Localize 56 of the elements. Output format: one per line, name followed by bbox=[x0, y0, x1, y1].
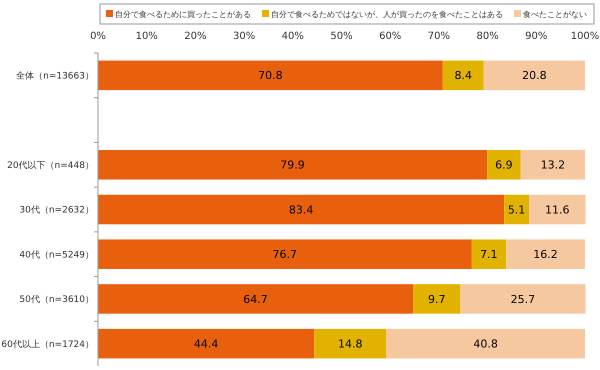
bar bbox=[98, 150, 488, 180]
data-label: 64.7 bbox=[243, 292, 268, 306]
bar bbox=[413, 284, 460, 314]
x-tick-label: 100% bbox=[570, 31, 600, 42]
data-label: 11.6 bbox=[544, 203, 570, 216]
y-tick-label: 50代（n=3610） bbox=[19, 294, 94, 306]
legend-label: 自分で食べるために買ったことがある bbox=[115, 10, 251, 19]
x-tick-label: 90% bbox=[525, 31, 548, 42]
data-label: 5.1 bbox=[508, 203, 526, 216]
x-tick-label: 50% bbox=[330, 31, 353, 42]
x-tick-label: 20% bbox=[184, 31, 207, 42]
bar bbox=[504, 194, 529, 224]
data-label: 16.2 bbox=[533, 248, 558, 262]
data-label: 14.8 bbox=[338, 337, 363, 350]
bar bbox=[98, 284, 414, 314]
bar bbox=[520, 150, 585, 180]
y-tick-label: 40代（n=5249） bbox=[19, 249, 94, 260]
data-label: 9.7 bbox=[428, 292, 446, 306]
bar bbox=[314, 328, 386, 358]
bar bbox=[98, 194, 504, 224]
legend-label: 食べたことがない bbox=[523, 10, 587, 19]
y-tick-label: 60代以上（n=1724） bbox=[1, 338, 94, 350]
data-label: 70.8 bbox=[258, 69, 283, 82]
bar bbox=[98, 60, 443, 90]
bar bbox=[386, 328, 585, 358]
x-tick-label: 40% bbox=[282, 31, 304, 42]
bar bbox=[484, 60, 585, 90]
data-label: 40.8 bbox=[473, 337, 498, 350]
y-tick-label: 20代以下（n=448） bbox=[7, 160, 94, 171]
bar bbox=[487, 150, 521, 180]
data-label: 79.9 bbox=[280, 158, 305, 172]
y-tick-label: 30代（n=2632） bbox=[19, 204, 94, 216]
legend-label: 自分で食べるためではないが、人が買ったのを食べたことはある bbox=[271, 10, 503, 19]
bar bbox=[98, 328, 314, 358]
bar bbox=[472, 239, 506, 269]
data-label: 25.7 bbox=[510, 292, 536, 306]
data-label: 76.7 bbox=[272, 248, 298, 262]
x-tick-label: 80% bbox=[476, 31, 499, 42]
bar bbox=[442, 60, 484, 90]
x-tick-label: 60% bbox=[379, 31, 402, 42]
data-label: 6.9 bbox=[495, 158, 513, 172]
x-tick-label: 10% bbox=[136, 31, 158, 42]
x-tick-label: 30% bbox=[232, 31, 256, 42]
data-label: 8.4 bbox=[454, 69, 472, 82]
bar bbox=[98, 239, 472, 269]
bar bbox=[528, 194, 586, 224]
data-label: 20.8 bbox=[522, 69, 547, 82]
y-tick-label: 全体（n=13663） bbox=[16, 70, 94, 82]
data-label: 83.4 bbox=[288, 203, 314, 216]
data-label: 44.4 bbox=[194, 337, 218, 350]
bar bbox=[460, 284, 586, 314]
bar bbox=[506, 239, 585, 269]
x-tick-label: 0% bbox=[90, 31, 106, 42]
data-label: 13.2 bbox=[540, 158, 566, 172]
x-tick-label: 70% bbox=[428, 31, 450, 42]
data-label: 7.1 bbox=[480, 248, 498, 262]
